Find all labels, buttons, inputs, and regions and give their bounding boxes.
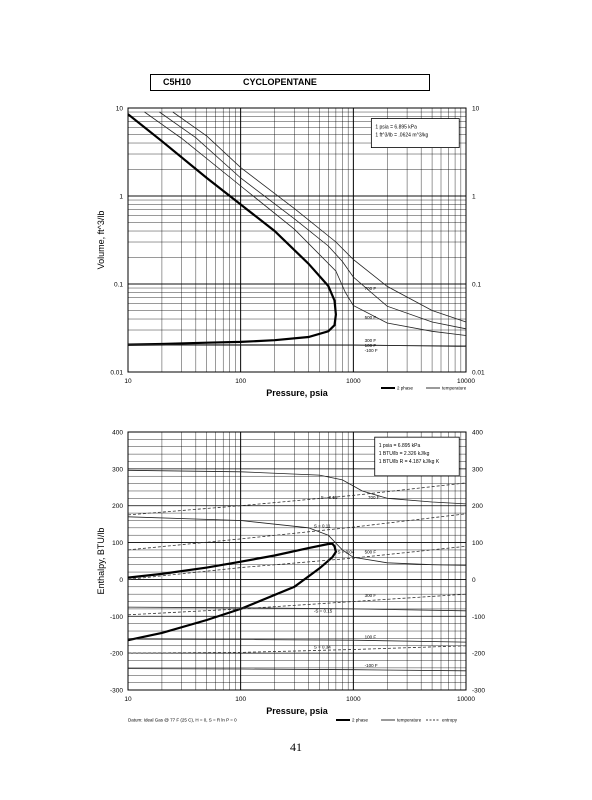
plot2-legend-label: entropy — [442, 718, 458, 723]
plot2-y-tick-label-right: -200 — [472, 651, 485, 658]
plot2-conversion-box — [374, 436, 460, 477]
plot2-footnote: Datum: Ideal Gas @ 77 F (25 C), H = 0, S… — [128, 718, 237, 723]
plot1-legend-label: 2 phase — [397, 386, 414, 391]
plot1-y-tick-label: 0.1 — [114, 282, 123, 289]
plot2-legend-label: 2 phase — [352, 718, 369, 723]
plot2-series-entropy-9 — [127, 593, 467, 616]
plot2-series-entropy-7 — [127, 513, 467, 551]
plot2-y-tick-label: 400 — [112, 430, 123, 437]
plot2-y-tick-label: -100 — [110, 614, 123, 621]
plot2-y-tick-label-right: 300 — [472, 466, 483, 473]
plot2-series-entropy-6 — [127, 482, 467, 516]
plot2-y-tick-label-right: 0 — [472, 577, 476, 584]
plot1-y-tick-label-right: 0.01 — [472, 370, 485, 377]
plot2-curve-annotation: -100 F — [365, 663, 378, 668]
plot2-x-axis-label: Pressure, psia — [266, 706, 329, 716]
plot1-y-tick-label: 10 — [116, 106, 124, 113]
plot2-y-axis-label: Enthalpy, BTU/lb — [96, 528, 106, 595]
plot1-series-temperature-1 — [144, 111, 467, 336]
plot1-conversion-text: 1 ft^3/lb = .0624 m^3/kg — [375, 133, 428, 139]
plot2-curve-annotation: S = 0.15 — [321, 495, 338, 500]
plot1-y-tick-label: 0.01 — [110, 370, 123, 377]
plot2-conversion-text: 1 BTU/lb = 2.326 kJ/kg — [379, 451, 430, 457]
plot1-curve-annotation: -100 F — [365, 348, 378, 353]
plot2-curve-annotation: 500 F — [365, 549, 377, 554]
plot1-series-temperature-3 — [172, 111, 467, 323]
plot2-y-tick-label: 0 — [119, 577, 123, 584]
plot1-y-tick-label-right: 10 — [472, 106, 480, 113]
plot2-y-tick-label-right: 100 — [472, 540, 483, 547]
plot2-series-two-phase — [127, 542, 338, 642]
chart-title-box: C5H10 CYCLOPENTANE — [150, 74, 430, 91]
plot2-series-entropy-10 — [127, 645, 467, 654]
plot2-series-temperature-1 — [127, 469, 467, 505]
plot2-conversion-text: 1 BTU/lb R = 4.187 kJ/kg K — [379, 459, 440, 465]
plot2-series-temperature-4 — [127, 638, 467, 643]
plot1-series-temperature-2 — [159, 111, 467, 330]
plot1-x-tick-label: 10000 — [457, 378, 475, 385]
plot1-x-tick-label: 10 — [124, 378, 132, 385]
plot2-curve-annotation: 700 F — [368, 495, 380, 500]
plot1-curve-annotation: 500 F — [365, 315, 377, 320]
plot2-x-tick-label: 10000 — [457, 696, 475, 703]
plot1-conversion-text: 1 psia = 6.895 kPa — [375, 125, 417, 131]
plot2-y-tick-label-right: 200 — [472, 503, 483, 510]
plot2-series-entropy-8 — [127, 545, 467, 580]
plot2-y-tick-label-right: 400 — [472, 430, 483, 437]
plot2-y-tick-label-right: -300 — [472, 688, 485, 695]
plot2-series-temperature-5 — [127, 668, 467, 672]
plot2-curve-annotation: S = 0.04 — [338, 549, 355, 554]
plot2-curve-annotation: -S = 0.15 — [314, 609, 333, 614]
plot2-x-tick-label: 1000 — [346, 696, 361, 703]
plot2-y-tick-label: 200 — [112, 503, 123, 510]
plot2-y-tick-label: -300 — [110, 688, 123, 695]
plot2-series-temperature-2 — [127, 516, 467, 566]
plot2-curve-annotation: 100 F — [365, 634, 377, 639]
plot2-series-temperature-3 — [127, 606, 467, 612]
plot1-y-tick-label-right: 0.1 — [472, 282, 481, 289]
plot2-y-tick-label: 300 — [112, 466, 123, 473]
plot1-y-tick-label-right: 1 — [472, 194, 476, 201]
plot2-curve-annotation: S = 0.11 — [314, 523, 331, 528]
plot2-curve-annotation: S = 0.34 — [314, 645, 331, 650]
plot1-series-two-phase — [127, 113, 338, 346]
plot1-x-axis-label: Pressure, psia — [266, 388, 329, 398]
plot1-y-tick-label: 1 — [119, 194, 123, 201]
plot2-x-tick-label: 100 — [235, 696, 246, 703]
plot1-legend-label: temperature — [442, 386, 467, 391]
plot1-curve-annotation: 700 F — [365, 286, 377, 291]
plot2-legend-label: temperature — [397, 718, 422, 723]
chart-title-formula: C5H10 — [163, 77, 192, 87]
plot2-conversion-text: 1 psia = 6.895 kPa — [379, 443, 421, 449]
plot1-series-temperature-4 — [127, 344, 467, 347]
page-number: 41 — [290, 740, 302, 754]
plot1-x-tick-label: 1000 — [346, 378, 361, 385]
plot1-curve-annotation: 300 F — [365, 338, 377, 343]
plot1-y-axis-label: Volume, ft^3/lb — [96, 211, 106, 270]
chart-title-name: CYCLOPENTANE — [243, 77, 317, 87]
plot1-curve-annotation: 100 F — [365, 343, 377, 348]
plot2-x-tick-label: 10 — [124, 696, 132, 703]
plot2-curve-annotation: 300 F — [365, 593, 377, 598]
plot2-y-tick-label: -200 — [110, 651, 123, 658]
plot2-y-tick-label-right: -100 — [472, 614, 485, 621]
plot1-conversion-box — [370, 118, 460, 148]
plot1-x-tick-label: 100 — [235, 378, 246, 385]
plot2-y-tick-label: 100 — [112, 540, 123, 547]
